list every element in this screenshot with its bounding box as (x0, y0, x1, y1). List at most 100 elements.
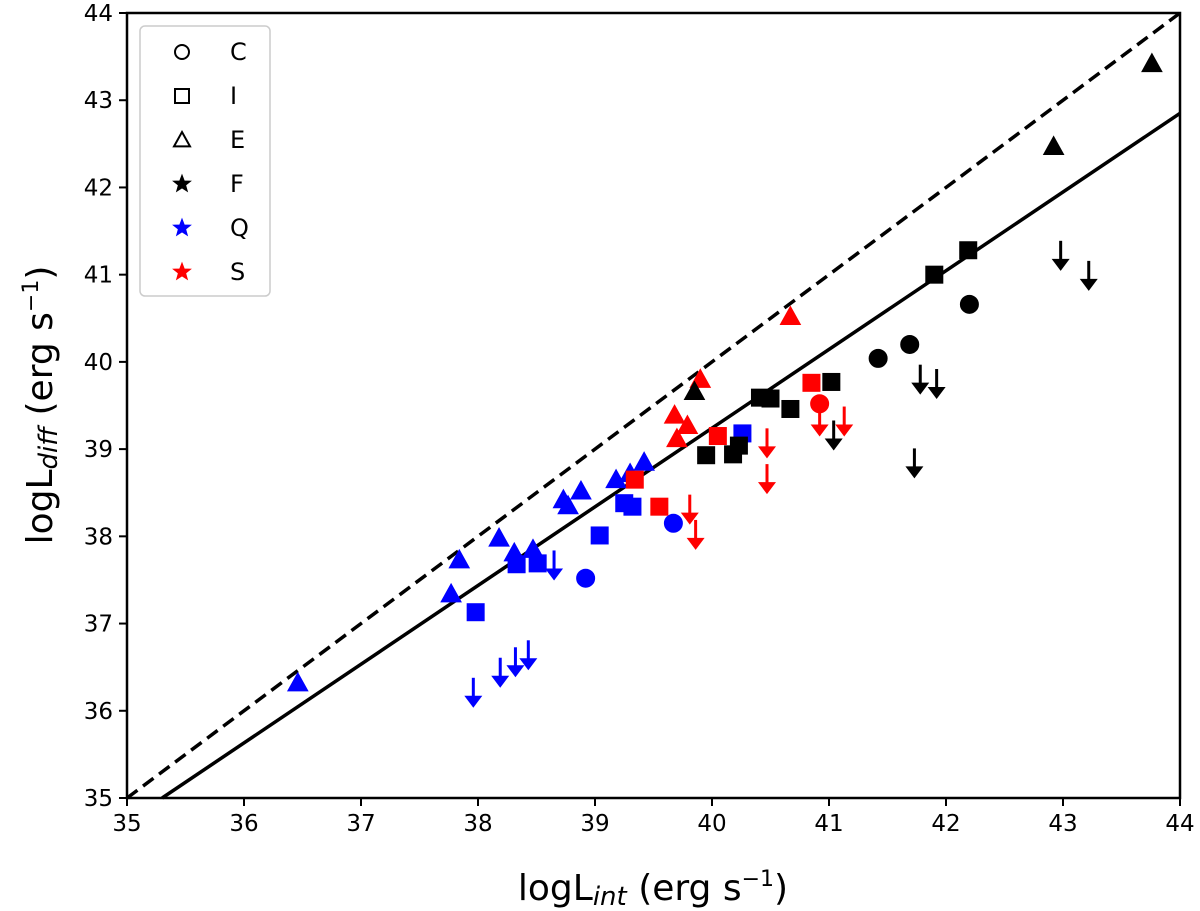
y-tick-label: 44 (84, 1, 113, 27)
data-point-s-down-arrow (686, 519, 705, 550)
legend-label: Q (230, 214, 249, 242)
legend-entry-q: Q (172, 214, 249, 242)
x-axis-title: logLint (erg s−1) (518, 867, 788, 911)
legend-entry-e: E (172, 126, 245, 154)
data-point-q-triangle (570, 479, 592, 500)
data-point-s-triangle (779, 305, 802, 326)
data-point-f-triangle (1042, 135, 1065, 155)
arrow-head (686, 537, 705, 550)
data-point-q-triangle (633, 451, 655, 471)
data-point-f-down-arrow (911, 364, 930, 395)
x-tick-label: 35 (112, 811, 141, 837)
one-to-one-dashed-line (125, 11, 1182, 800)
data-point-q-down-arrow (519, 640, 538, 671)
data-point-q-triangle (286, 671, 309, 692)
data-point-f-square (822, 372, 841, 391)
data-point-s-triangle (666, 427, 688, 448)
data-point-f-square (729, 436, 748, 455)
data-point-q-triangle (488, 527, 510, 547)
arrow-head (464, 695, 483, 708)
data-point-q-triangle (440, 582, 462, 603)
data-point-f-down-arrow (927, 369, 946, 400)
arrow-head (545, 568, 564, 581)
arrow-head (491, 675, 510, 688)
arrow-head (506, 665, 525, 678)
data-point-q-triangle (448, 548, 471, 569)
data-point-q-down-arrow (506, 647, 525, 678)
y-tick-label: 41 (84, 263, 113, 289)
arrow-head (1051, 258, 1070, 271)
data-point-f-triangle (1141, 52, 1163, 73)
x-tick-label: 36 (229, 811, 258, 837)
legend-marker-star (172, 173, 192, 193)
legend-marker-triangle (172, 129, 192, 148)
data-point-q-square (623, 497, 642, 516)
data-point-f-down-arrow (1051, 240, 1070, 271)
data-point-s-triangle (663, 404, 686, 424)
data-point-s-down-arrow (835, 406, 854, 437)
data-point-f-square (697, 446, 716, 465)
x-tick-label: 40 (697, 811, 726, 837)
data-point-f-circle (900, 334, 920, 354)
arrow-head (519, 658, 538, 671)
data-point-f-square (959, 241, 978, 260)
data-point-q-down-arrow (464, 677, 483, 708)
data-point-f-square (781, 399, 800, 418)
y-tick-label: 39 (84, 437, 113, 463)
y-tick-label: 38 (84, 524, 113, 550)
data-point-s-square (802, 373, 821, 392)
data-point-f-circle (959, 294, 979, 314)
x-tick-label: 37 (346, 811, 375, 837)
legend-box (139, 25, 271, 297)
legend-label: E (230, 126, 245, 154)
arrow-head (757, 446, 776, 459)
arrow-head (911, 382, 930, 395)
data-point-q-triangle (605, 468, 627, 489)
legend-label: S (230, 258, 245, 286)
data-point-q-square (507, 555, 526, 574)
data-point-s-down-arrow (810, 406, 829, 437)
legend-marker-circle (174, 44, 190, 60)
legend-entry-i: I (174, 82, 237, 110)
y-tick-label: 37 (84, 612, 113, 638)
y-axis-title: logLdiff (erg s−1) (19, 266, 64, 545)
legend-label: F (230, 170, 244, 198)
legend-entry-c: C (174, 38, 247, 66)
y-tick-label: 42 (84, 175, 113, 201)
data-point-f-down-arrow (1079, 260, 1098, 291)
data-point-f-triangle (683, 380, 706, 401)
plot-frame (125, 11, 1182, 800)
data-point-s-square (650, 497, 669, 516)
arrow-head (905, 466, 924, 479)
axis-ticks: 35 36 37 38 39 40 41 42 43 44 35 36 37 38 39 40 41 42 43 44 (84, 1, 1195, 837)
data-point-q-square (590, 526, 609, 545)
data-point-s-down-arrow (757, 428, 776, 459)
data-point-f-square (761, 389, 780, 408)
arrow-head (824, 438, 843, 451)
legend-entry-f: F (172, 170, 244, 198)
y-tick-label: 35 (84, 786, 113, 812)
x-tick-label: 38 (463, 811, 492, 837)
data-point-q-square (466, 603, 485, 622)
legend-marker-star (172, 261, 192, 281)
data-point-f-square (925, 265, 944, 284)
y-tick-label: 43 (84, 88, 113, 114)
arrow-head (1079, 278, 1098, 291)
x-tick-label: 43 (1048, 811, 1077, 837)
data-point-q-circle (663, 513, 683, 533)
x-tick-label: 39 (580, 811, 609, 837)
legend-marker-star (172, 217, 192, 237)
data-point-q-down-arrow (491, 657, 510, 688)
arrow-head (810, 424, 829, 437)
data-point-q-circle (576, 568, 596, 588)
arrow-head (680, 512, 699, 525)
data-point-s-down-arrow (757, 464, 776, 495)
plot-area (125, 11, 1182, 800)
legend-label: C (230, 38, 247, 66)
arrow-head (927, 387, 946, 400)
y-tick-label: 40 (84, 350, 113, 376)
x-tick-label: 44 (1165, 811, 1194, 837)
data-point-f-down-arrow (824, 420, 843, 451)
